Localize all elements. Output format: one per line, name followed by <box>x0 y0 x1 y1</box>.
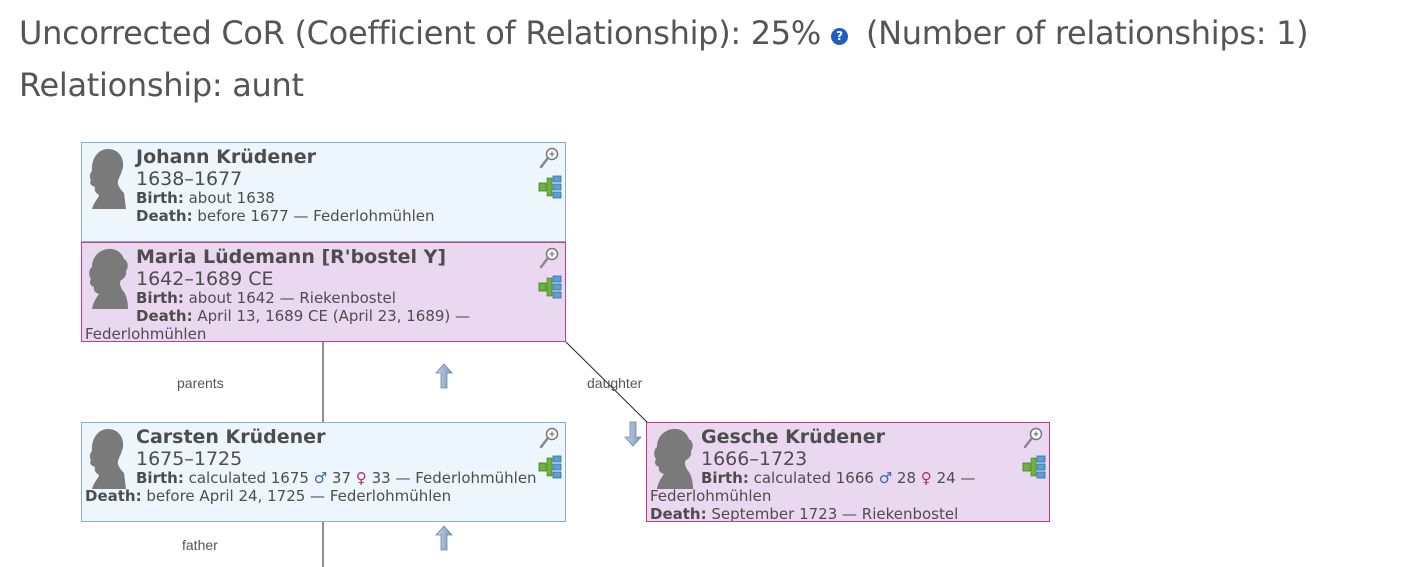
mother-age: 33 <box>371 469 391 487</box>
birth-line: Birth: about 1638 <box>136 189 559 207</box>
death-line: Death: before 1677 — Federlohmühlen <box>136 207 559 225</box>
daughter-connector <box>565 341 649 424</box>
birth-line: Birth: calculated 1666 ♂ 28 ♀ 24 — <box>701 469 1009 487</box>
help-icon[interactable]: ? <box>830 28 848 45</box>
person-name[interactable]: Carsten Krüdener <box>136 426 326 448</box>
birth-place: Federlohmühlen <box>650 487 772 505</box>
family-tree-icon[interactable] <box>538 455 562 479</box>
death-value: September 1723 — Riekenbostel <box>711 505 959 522</box>
birth-label: Birth: <box>136 469 184 487</box>
father-age: 37 <box>331 469 352 487</box>
arrow-down-icon[interactable] <box>624 421 642 447</box>
birth-value: calculated 1666 <box>753 469 874 487</box>
person-card-johann[interactable]: Johann Krüdener 1638–1677 Birth: about 1… <box>81 142 566 242</box>
death-value: before April 24, 1725 — Federlohmühlen <box>146 487 452 505</box>
birth-label: Birth: <box>136 189 184 207</box>
birth-value: calculated 1675 <box>188 469 309 487</box>
death-place: Federlohmühlen <box>85 325 207 342</box>
zoom-icon[interactable] <box>539 247 559 269</box>
cor-heading: Uncorrected CoR (Coefficient of Relation… <box>19 14 1309 52</box>
death-label: Death: <box>136 307 193 325</box>
person-info: Birth: calculated 1675 ♂ 37 ♀ 33 — Feder… <box>136 469 559 487</box>
family-tree-icon[interactable] <box>538 175 562 199</box>
female-symbol-icon: ♀ <box>920 469 932 487</box>
person-card-carsten[interactable]: Carsten Krüdener 1675–1725 Birth: calcul… <box>81 422 566 522</box>
death-label: Death: <box>136 207 193 225</box>
death-value: April 13, 1689 CE (April 23, 1689) — <box>197 307 471 325</box>
person-info: Birth: calculated 1666 ♂ 28 ♀ 24 — <box>701 469 1009 487</box>
birth-value: about 1638 <box>188 189 275 207</box>
family-tree-icon[interactable] <box>1022 455 1046 479</box>
male-silhouette-icon <box>89 429 126 489</box>
person-name[interactable]: Maria Lüdemann [R'bostel Y] <box>136 246 447 268</box>
edge-label-father: father <box>182 537 218 553</box>
male-symbol-icon: ♂ <box>313 469 328 487</box>
male-symbol-icon: ♂ <box>878 469 893 487</box>
relationships-count: (Number of relationships: 1) <box>865 14 1309 52</box>
birth-place: — Federlohmühlen <box>395 469 537 487</box>
person-dates: 1666–1723 <box>701 448 808 470</box>
arrow-up-icon[interactable] <box>435 525 453 551</box>
person-card-maria[interactable]: Maria Lüdemann [R'bostel Y] 1642–1689 CE… <box>81 242 566 342</box>
person-info: Birth: about 1638 Death: before 1677 — F… <box>136 189 559 225</box>
relationship-heading: Relationship: aunt <box>19 66 304 104</box>
person-name[interactable]: Johann Krüdener <box>136 146 317 168</box>
arrow-up-icon[interactable] <box>435 363 453 389</box>
male-silhouette-icon <box>89 149 126 209</box>
death-label: Death: <box>85 487 142 505</box>
death-line: Death: September 1723 — Riekenbostel <box>650 505 959 522</box>
person-card-gesche[interactable]: Gesche Krüdener 1666–1723 Birth: calcula… <box>646 422 1050 522</box>
birth-line: Birth: calculated 1675 ♂ 37 ♀ 33 — Feder… <box>136 469 559 487</box>
zoom-icon[interactable] <box>1023 427 1043 449</box>
death-label: Death: <box>650 505 707 522</box>
birth-label: Birth: <box>701 469 749 487</box>
death-value: before 1677 — Federlohmühlen <box>197 207 435 225</box>
person-info: Birth: about 1642 — Riekenbostel Death: … <box>136 289 559 325</box>
edge-label-parents: parents <box>177 375 224 391</box>
birth-value: about 1642 — Riekenbostel <box>188 289 396 307</box>
female-silhouette-icon <box>654 428 693 489</box>
death-line: Death: before April 24, 1725 — Federlohm… <box>85 487 451 505</box>
zoom-icon[interactable] <box>539 427 559 449</box>
birth-label: Birth: <box>136 289 184 307</box>
death-line: Death: April 13, 1689 CE (April 23, 1689… <box>136 307 559 325</box>
person-dates: 1642–1689 CE <box>136 268 274 290</box>
person-dates: 1675–1725 <box>136 448 243 470</box>
mother-age: 24 — <box>936 469 976 487</box>
edge-label-daughter: daughter <box>587 375 643 391</box>
cor-label: Uncorrected CoR (Coefficient of Relation… <box>19 14 821 52</box>
female-silhouette-icon <box>89 248 128 309</box>
person-name[interactable]: Gesche Krüdener <box>701 426 885 448</box>
female-symbol-icon: ♀ <box>355 469 367 487</box>
father-age: 28 <box>896 469 917 487</box>
zoom-icon[interactable] <box>539 147 559 169</box>
birth-line: Birth: about 1642 — Riekenbostel <box>136 289 559 307</box>
person-dates: 1638–1677 <box>136 168 243 190</box>
family-tree-icon[interactable] <box>538 275 562 299</box>
